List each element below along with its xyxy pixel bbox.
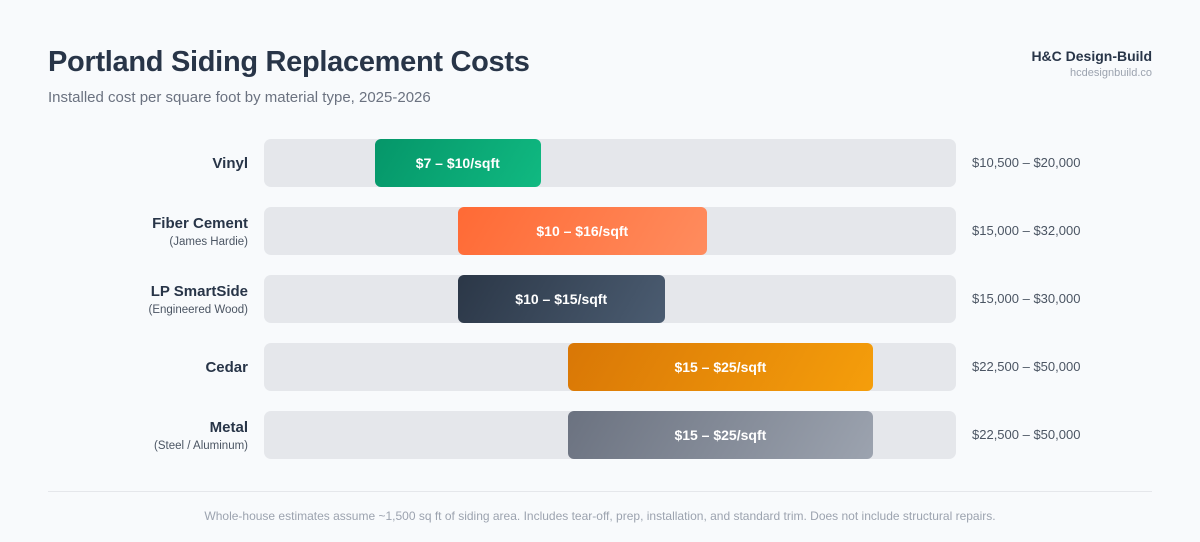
total-cost: $22,500 – $50,000 bbox=[972, 427, 1081, 442]
row-label: Fiber Cement (James Hardie) bbox=[152, 207, 248, 255]
range-bar: $10 – $15/sqft bbox=[457, 275, 665, 323]
total-cost: $22,500 – $50,000 bbox=[972, 359, 1081, 374]
chart-title: Portland Siding Replacement Costs bbox=[48, 46, 530, 78]
row-label: Cedar bbox=[205, 343, 248, 391]
bar-track: $7 – $10/sqft bbox=[264, 139, 956, 187]
row-label: Metal (Steel / Aluminum) bbox=[154, 411, 248, 459]
row-label: Vinyl bbox=[212, 139, 248, 187]
chart-row: LP SmartSide (Engineered Wood) $10 – $15… bbox=[0, 275, 1200, 323]
chart-row: Vinyl $7 – $10/sqft $10,500 – $20,000 bbox=[0, 139, 1200, 187]
range-bar: $15 – $25/sqft bbox=[567, 411, 873, 459]
material-note: (James Hardie) bbox=[169, 235, 248, 248]
bar-track: $10 – $15/sqft bbox=[264, 275, 956, 323]
chart-row: Metal (Steel / Aluminum) $15 – $25/sqft … bbox=[0, 411, 1200, 459]
material-note: (Steel / Aluminum) bbox=[154, 439, 248, 452]
material-name: Vinyl bbox=[212, 154, 248, 172]
material-name: Cedar bbox=[205, 358, 248, 376]
brand: H&C Design-Build hcdesignbuild.co bbox=[1031, 48, 1152, 79]
material-name: LP SmartSide bbox=[150, 282, 248, 300]
range-bar: $7 – $10/sqft bbox=[374, 139, 541, 187]
total-cost: $15,000 – $30,000 bbox=[972, 291, 1081, 306]
material-name: Fiber Cement bbox=[152, 214, 248, 232]
bar-track: $15 – $25/sqft bbox=[264, 411, 956, 459]
total-cost: $15,000 – $32,000 bbox=[972, 223, 1081, 238]
bar-track: $10 – $16/sqft bbox=[264, 207, 956, 255]
range-bar: $10 – $16/sqft bbox=[457, 207, 707, 255]
range-bar: $15 – $25/sqft bbox=[567, 343, 873, 391]
material-note: (Engineered Wood) bbox=[148, 303, 248, 316]
chart-row: Cedar $15 – $25/sqft $22,500 – $50,000 bbox=[0, 343, 1200, 391]
chart-row: Fiber Cement (James Hardie) $10 – $16/sq… bbox=[0, 207, 1200, 255]
row-label: LP SmartSide (Engineered Wood) bbox=[148, 275, 248, 323]
brand-name: H&C Design-Build bbox=[1031, 48, 1152, 64]
divider bbox=[48, 491, 1152, 492]
brand-url: hcdesignbuild.co bbox=[1070, 67, 1152, 79]
total-cost: $10,500 – $20,000 bbox=[972, 155, 1081, 170]
material-name: Metal bbox=[209, 418, 248, 436]
chart-subtitle: Installed cost per square foot by materi… bbox=[48, 89, 431, 106]
footnote: Whole-house estimates assume ~1,500 sq f… bbox=[204, 509, 996, 523]
bar-track: $15 – $25/sqft bbox=[264, 343, 956, 391]
